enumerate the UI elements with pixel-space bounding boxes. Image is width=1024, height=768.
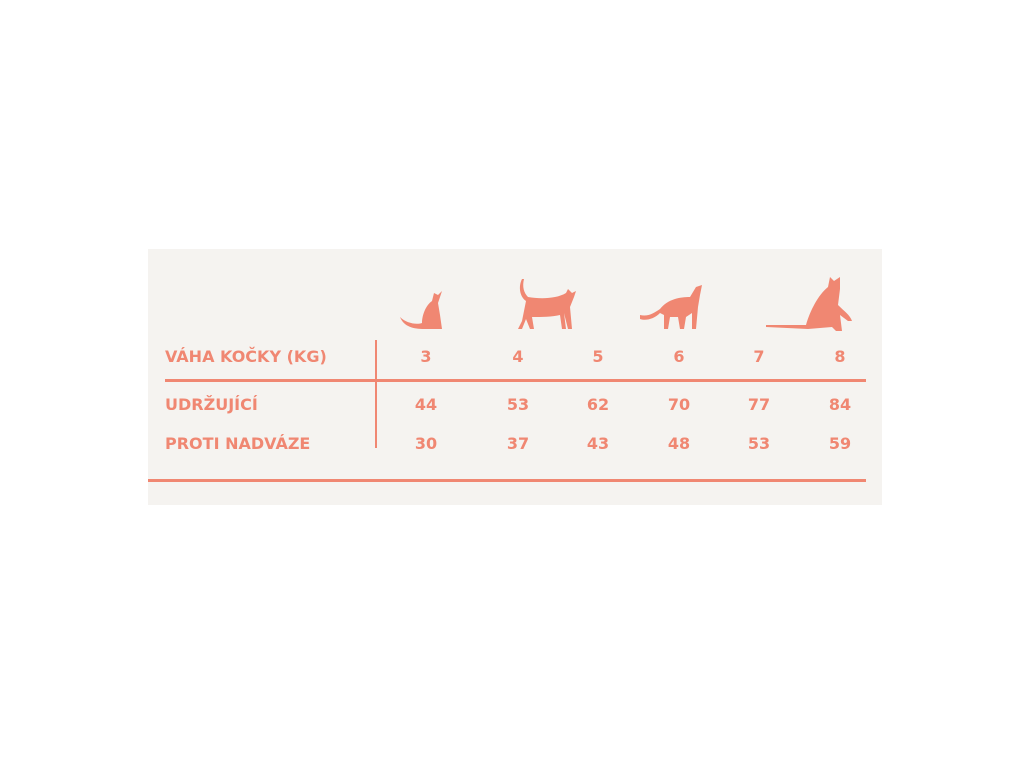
column-divider bbox=[375, 340, 377, 448]
weight-value: 6 bbox=[673, 347, 685, 366]
weight-value: 7 bbox=[753, 347, 765, 366]
weight-value: 8 bbox=[834, 347, 846, 366]
maintenance-value: 84 bbox=[828, 395, 852, 414]
cat-stretching-icon bbox=[640, 285, 702, 329]
maintenance-value: 44 bbox=[414, 395, 438, 414]
row-label-maintenance: UDRŽUJÍCÍ bbox=[165, 395, 258, 414]
weight-value: 5 bbox=[592, 347, 604, 366]
weight-control-value: 43 bbox=[586, 434, 610, 453]
weight-value: 3 bbox=[420, 347, 432, 366]
weight-header-label: VÁHA KOČKY (KG) bbox=[165, 347, 327, 366]
bottom-divider bbox=[148, 479, 866, 482]
maintenance-value: 53 bbox=[506, 395, 530, 414]
weight-control-value: 37 bbox=[506, 434, 530, 453]
maintenance-value: 77 bbox=[747, 395, 771, 414]
feeding-table-panel: VÁHA KOČKY (KG) 3 4 5 6 7 8 UDRŽUJÍCÍ 44… bbox=[148, 249, 882, 505]
maintenance-value: 62 bbox=[586, 395, 610, 414]
maintenance-value: 70 bbox=[667, 395, 691, 414]
row-label-weight-control: PROTI NADVÁZE bbox=[165, 434, 311, 453]
cat-walking-icon bbox=[518, 279, 576, 329]
weight-control-value: 53 bbox=[747, 434, 771, 453]
cat-sitting-large-icon bbox=[766, 277, 852, 331]
weight-value: 4 bbox=[512, 347, 524, 366]
weight-control-value: 48 bbox=[667, 434, 691, 453]
weight-control-value: 59 bbox=[828, 434, 852, 453]
weight-control-value: 30 bbox=[414, 434, 438, 453]
header-divider bbox=[165, 379, 866, 382]
cat-sitting-icon bbox=[400, 291, 442, 329]
